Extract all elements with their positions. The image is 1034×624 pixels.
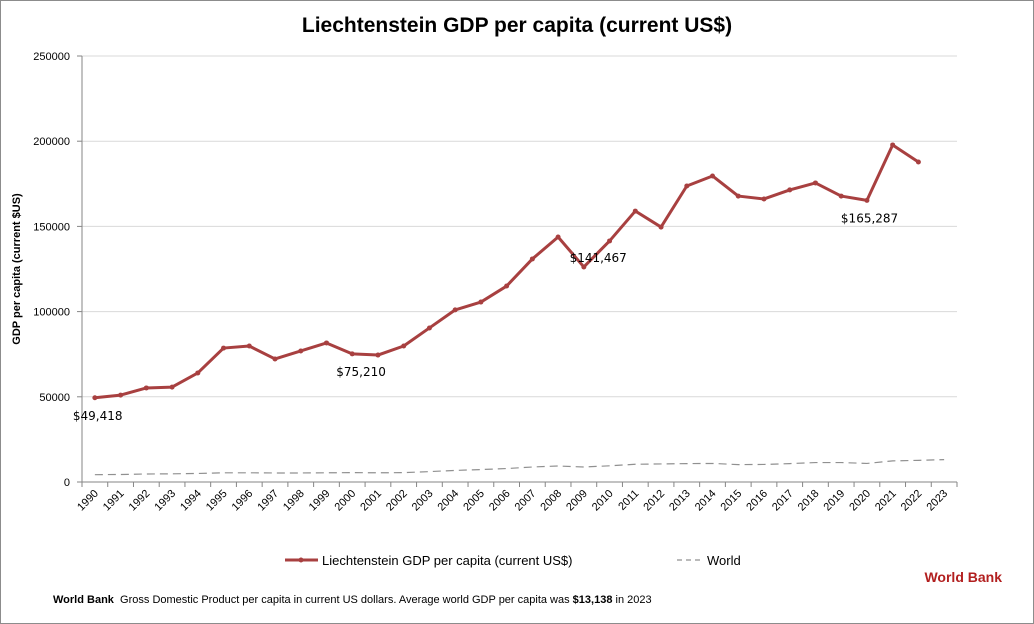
data-point [118, 392, 124, 398]
x-tick-label: 2004 [435, 488, 461, 514]
data-point [478, 299, 484, 305]
series-line-liechtenstein [94, 143, 920, 400]
data-point [915, 159, 921, 165]
data-point [864, 197, 870, 203]
data-point [658, 224, 664, 230]
x-tick-label: 1998 [281, 488, 307, 514]
x-tick-label: 2010 [590, 488, 616, 514]
x-tick-label: 1991 [101, 488, 127, 514]
x-tick-label: 2002 [384, 488, 410, 514]
data-point [323, 340, 329, 346]
x-tick-label: 2006 [487, 488, 513, 514]
data-point [246, 343, 252, 349]
x-tick-label: 2023 [924, 488, 950, 514]
data-point [169, 384, 175, 390]
x-tick-label: 2015 [719, 488, 745, 514]
data-point [195, 370, 201, 376]
footer-text: Gross Domestic Product per capita in cur… [120, 594, 573, 606]
data-point [529, 256, 535, 262]
x-tick-label: 2011 [616, 488, 641, 513]
x-tick-label: 1992 [127, 488, 153, 514]
data-point [632, 208, 638, 214]
x-tick-label: 2018 [796, 488, 822, 514]
legend-marker [298, 557, 304, 563]
footer-highlight: $13,138 [572, 594, 613, 606]
data-point [375, 352, 381, 358]
x-tick-label: 2008 [538, 488, 564, 514]
data-point [401, 343, 407, 349]
x-tick-label: 2019 [822, 488, 848, 514]
data-point [838, 193, 844, 199]
data-point [581, 264, 587, 270]
x-tick-label: 2001 [358, 488, 384, 514]
data-point [426, 325, 432, 331]
x-tick-label: 1997 [255, 488, 281, 514]
x-tick-label: 2007 [513, 488, 539, 514]
x-tick-label: 2022 [899, 488, 925, 514]
x-tick-label: 2020 [847, 488, 873, 514]
data-label: $141,467 [570, 251, 627, 265]
data-point [452, 307, 458, 313]
data-point [812, 180, 818, 186]
y-tick-label: 150000 [33, 221, 70, 233]
y-tick-label: 50000 [39, 392, 70, 404]
data-point [92, 395, 98, 401]
footer-note: World Bank Gross Domestic Product per ca… [53, 594, 652, 606]
legend-label-world: World [707, 553, 741, 568]
data-point [221, 345, 227, 351]
x-tick-label: 2000 [333, 488, 359, 514]
data-point [607, 238, 613, 244]
y-axis-title: GDP per capita (current $US) [11, 193, 23, 345]
data-point [710, 173, 716, 179]
series-line-world [94, 459, 945, 476]
data-point [298, 348, 304, 354]
x-tick-label: 1999 [307, 488, 333, 514]
data-point [555, 234, 561, 240]
x-tick-label: 1990 [75, 488, 101, 514]
x-tick-label: 2005 [461, 488, 487, 514]
data-point [349, 351, 355, 357]
data-point [890, 142, 896, 148]
x-tick-label: 1994 [178, 488, 204, 514]
x-tick-label: 2003 [410, 488, 436, 514]
data-point [143, 385, 149, 391]
footer-source: World Bank [53, 594, 114, 606]
data-point [684, 183, 690, 189]
data-point [504, 283, 510, 289]
x-tick-label: 2012 [641, 488, 667, 514]
x-tick-label: 2017 [770, 488, 796, 514]
x-tick-label: 2009 [564, 488, 590, 514]
data-label: $75,210 [336, 365, 386, 379]
y-tick-label: 250000 [33, 51, 70, 63]
x-tick-label: 1995 [204, 488, 230, 514]
y-tick-label: 100000 [33, 307, 70, 319]
data-point [272, 356, 278, 362]
data-label: $49,418 [73, 409, 123, 423]
chart-title: Liechtenstein GDP per capita (current US… [301, 14, 733, 37]
footer-suffix: in 2023 [612, 594, 652, 606]
x-tick-label: 2021 [873, 488, 899, 514]
x-tick-label: 1993 [152, 488, 178, 514]
y-tick-label: 0 [64, 477, 70, 489]
data-label: $165,287 [841, 211, 898, 225]
x-tick-label: 2016 [744, 488, 770, 514]
x-tick-label: 2014 [693, 488, 719, 514]
data-point [787, 187, 793, 193]
legend-label-liechtenstein: Liechtenstein GDP per capita (current US… [322, 553, 573, 568]
brand-label: World Bank [924, 569, 1002, 585]
data-point [761, 196, 767, 202]
x-tick-label: 1996 [230, 488, 256, 514]
x-tick-label: 2013 [667, 488, 693, 514]
y-tick-label: 200000 [33, 136, 70, 148]
data-point [735, 193, 741, 199]
